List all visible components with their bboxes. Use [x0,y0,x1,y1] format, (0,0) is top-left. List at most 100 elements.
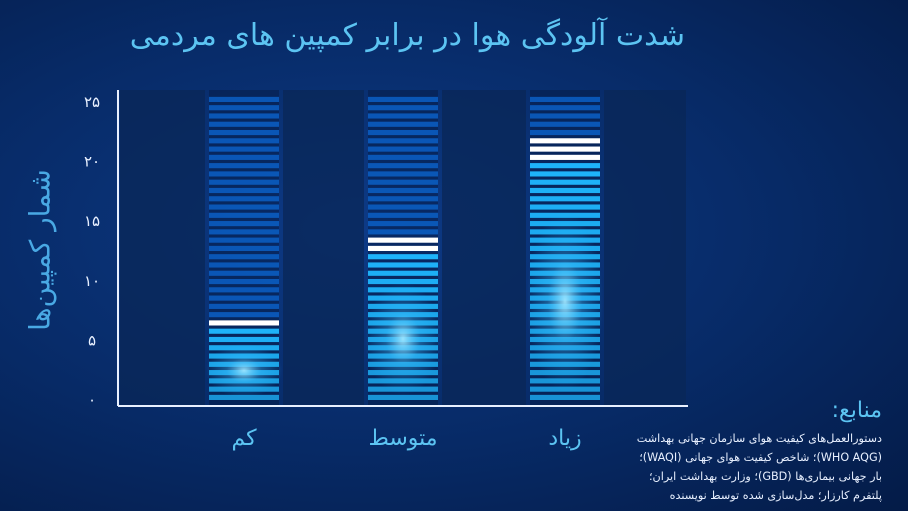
x-tick-label: کم [231,426,257,451]
y-tick-labels: ۰ ۵ ۱۰ ۱۵ ۲۰ ۲۵ [84,93,100,409]
bar-stripe [530,204,600,210]
bar-stripe [368,171,438,177]
bar-stripe [530,171,600,177]
bar-stripe [530,113,600,119]
bar-stripe [368,113,438,119]
bar-stripe [209,138,279,144]
bar-stripe [368,121,438,127]
bar-stripe [209,179,279,185]
bar-stripe [209,154,279,160]
bar-stripe [530,121,600,127]
x-tick-labels: کم متوسط زیاد [231,426,581,451]
bar-stripe [209,105,279,111]
bars [205,96,604,400]
bar-stripe [530,96,600,102]
y-axis-label: شمار کمپین‌ها [23,169,57,331]
bar-stripe [368,163,438,169]
bar-1 [205,96,283,400]
bar-stripe [209,270,279,276]
y-tick-label: ۱۰ [84,272,100,290]
bar-stripe [530,187,600,194]
bar-stripe [209,163,279,169]
bar-stripe [368,278,438,285]
x-tick-label: زیاد [548,426,581,451]
axes [117,90,688,407]
bar-stripe [209,187,279,194]
bar-stripe [209,287,279,293]
sources-panel: منابع: دستورالعمل‌های کیفیت هوای سازمان … [462,398,882,505]
bar-stripe [209,129,279,136]
bar-stripe [209,196,279,202]
bar-glow [364,282,442,396]
bar-stripe [368,105,438,111]
bar-stripe [368,254,438,260]
bar-stripe [209,254,279,260]
y-tick-label: ۱۵ [84,212,100,230]
bar-stripe [209,221,279,227]
bar-2 [364,96,442,400]
bar-stripe [368,129,438,136]
y-tick-label: ۵ [88,331,96,349]
bar-stripe [368,229,438,235]
bar-stripe [368,221,438,227]
bar-stripe [530,129,600,136]
bar-stripe [368,394,438,400]
bar-stripe [368,187,438,194]
bar-stripe [368,146,438,152]
bar-stripe [368,196,438,202]
bar-stripe [209,229,279,235]
y-tick-label: ۲۵ [84,93,100,111]
bar-stripe [530,154,600,160]
bar-stripe [209,171,279,177]
bar-stripe [209,312,279,318]
bar-glow [526,210,604,393]
bar-stripe [209,204,279,210]
bar-stripe [530,179,600,185]
bar-stripe [209,146,279,152]
bar-stripe [209,303,279,309]
bar-stripe [209,336,279,343]
bar-stripe [368,237,438,243]
bar-stripe [209,278,279,285]
plot-band [442,90,526,406]
bar-stripe [368,245,438,251]
source-line-3: بار جهانی بیماری‌ها (GBD)؛ وزارت بهداشت … [648,470,882,483]
bar-stripe [209,262,279,268]
bar-stripe [530,163,600,169]
plot-band [120,90,205,406]
bar-stripe [368,138,438,144]
bar-stripe [530,138,600,144]
source-line-2: (WHO AQG)؛ شاخص کیفیت هوای جهانی (WAQI)؛ [639,451,882,464]
bar-stripe [530,146,600,152]
bar-stripe [209,96,279,102]
y-tick-label: ۲۰ [84,153,100,171]
plot-band [604,90,686,406]
source-line-4: پلتفرم کارزار؛ مدل‌سازی شده توسط نویسنده [669,489,882,502]
bar-stripe [209,295,279,301]
bar-stripe [209,320,279,326]
bar-stripe [368,96,438,102]
y-tick-label: ۰ [88,391,96,409]
plot-band [283,90,364,406]
bar-stripe [368,179,438,185]
bar-stripe [530,105,600,111]
sources-title: منابع: [831,398,882,423]
bar-stripe [209,328,279,334]
bar-stripe [209,237,279,243]
bar-stripe [368,154,438,160]
bar-glow [205,343,283,398]
bar-stripe [209,212,279,218]
x-tick-label: متوسط [368,426,437,451]
chart-title: شدت آلودگی هوا در برابر کمپین های مردمی [129,18,685,53]
bar-stripe [530,196,600,202]
bar-stripe [368,204,438,210]
bar-stripe [530,394,600,400]
bar-stripe [368,212,438,218]
bar-stripe [209,113,279,119]
bar-stripe [209,245,279,251]
bar-3 [526,96,604,400]
bar-stripe [209,121,279,127]
bar-stripe [368,262,438,268]
source-line-1: دستورالعمل‌های کیفیت هوای سازمان جهانی ب… [636,432,882,445]
